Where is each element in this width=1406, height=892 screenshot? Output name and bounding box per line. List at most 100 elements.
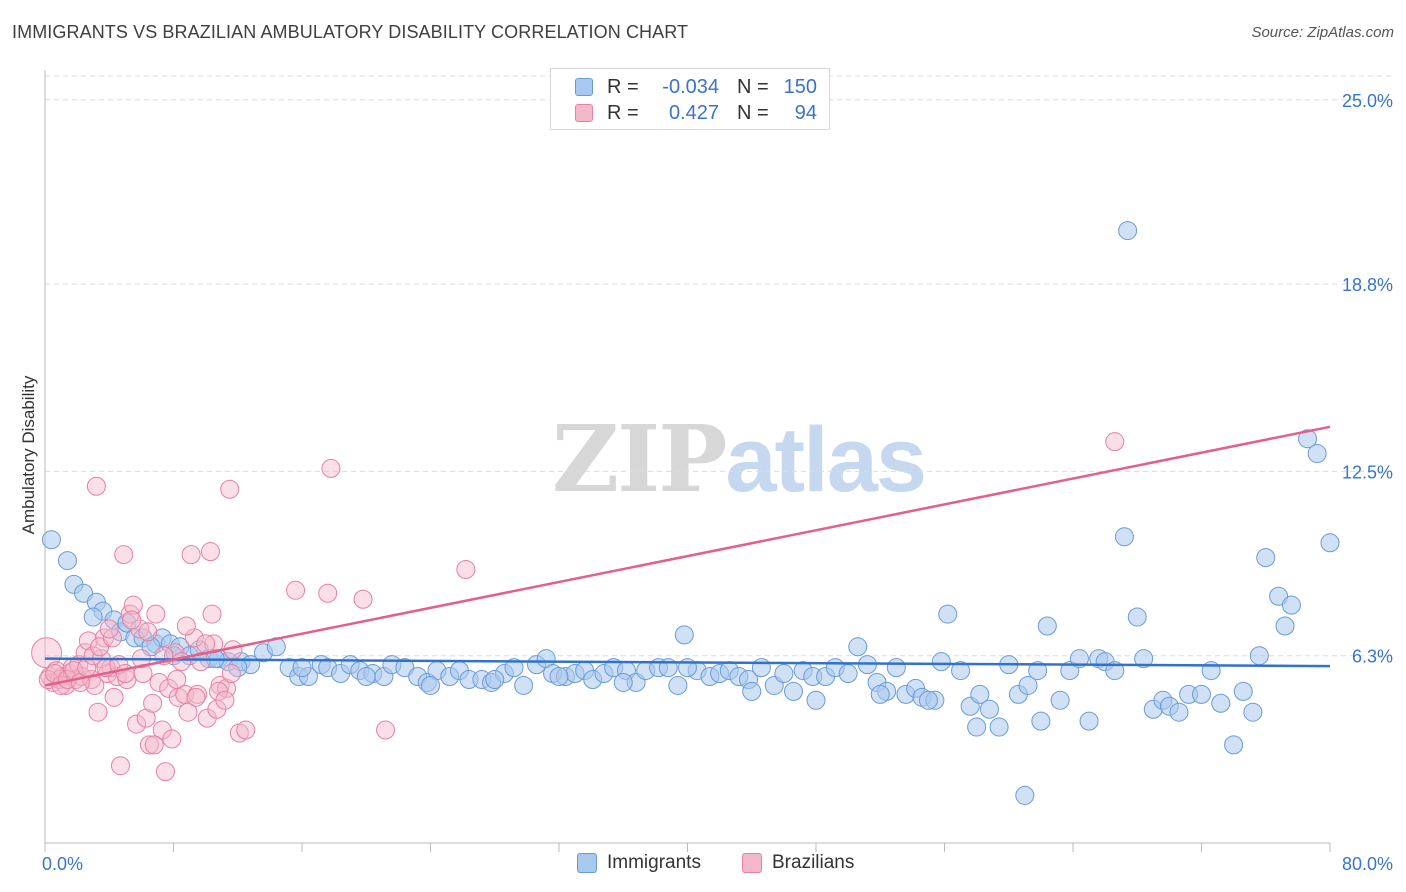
immigrants-point [1233, 681, 1253, 701]
brazilians-point [181, 545, 201, 565]
brazilians-point [162, 729, 182, 749]
watermark-zip: ZIP [552, 405, 727, 513]
immigrants-point [848, 637, 868, 657]
immigrants-point [918, 690, 938, 710]
series-legend: Immigrants Brazilians [0, 852, 1406, 878]
brazilians-point [220, 479, 240, 499]
immigrants-point [549, 667, 569, 687]
brazilians-point [127, 714, 147, 734]
immigrants-point [1224, 735, 1244, 755]
brazilians-point [104, 687, 124, 707]
immigrants-trend-line [44, 657, 1331, 668]
immigrants-point [806, 690, 826, 710]
brazilians-point [114, 545, 134, 565]
y-tick-label: 25.0% [1342, 91, 1393, 111]
watermark-atlas: atlas [725, 409, 927, 511]
immigrants-point [668, 675, 688, 695]
y-tick-label: 12.5% [1342, 462, 1393, 482]
immigrants-point [1118, 221, 1138, 241]
immigrants-point [979, 699, 999, 719]
brazilians-point [155, 762, 175, 782]
immigrants-point [1015, 785, 1035, 805]
immigrants-point [1298, 429, 1318, 449]
legend-n-label: N = [737, 101, 769, 124]
legend-swatch-pink [575, 104, 593, 122]
y-axis-title: Ambulatory Disability [19, 375, 38, 534]
immigrants-point [83, 607, 103, 627]
immigrants-point [1275, 616, 1295, 636]
immigrants-point [1037, 616, 1057, 636]
brazilians-point [167, 669, 187, 689]
brazilians-point [188, 684, 208, 704]
immigrants-point [967, 717, 987, 737]
legend-n-value: 94 [794, 101, 817, 124]
immigrants-points [41, 221, 1340, 805]
brazilians-point [123, 595, 143, 615]
legend-n-label: N = [737, 75, 769, 98]
legend-row-brazilians: R = 0.427 N = 94 [575, 102, 817, 124]
brazilians-point [110, 756, 130, 776]
brazilians-point [139, 735, 159, 755]
immigrants-point [751, 658, 771, 678]
legend-r-value: 0.427 [668, 101, 719, 124]
brazilians-point [1105, 432, 1125, 452]
legend-row-immigrants: R = -0.034 N = 150 [575, 76, 817, 98]
immigrants-point [504, 658, 524, 678]
immigrants-point [57, 551, 77, 571]
brazilians-point [215, 690, 235, 710]
legend-item-immigrants[interactable]: Immigrants [577, 852, 701, 874]
legend-r-value: -0.034 [662, 75, 719, 98]
watermark: ZIPatlas [552, 405, 927, 513]
brazilians-point [99, 619, 119, 639]
legend-r-label: R = [607, 75, 639, 98]
legend-n-value: 150 [783, 75, 817, 98]
immigrants-point [1069, 649, 1089, 669]
source-label: Source: ZipAtlas.com [1251, 24, 1394, 41]
immigrants-point [970, 684, 990, 704]
immigrants-point [1028, 661, 1048, 681]
brazilians-points [31, 432, 1125, 782]
brazilians-point [286, 580, 306, 600]
brazilians-point [144, 735, 164, 755]
immigrants-point [514, 675, 534, 695]
brazilians-point [86, 476, 106, 496]
brazilians-point [191, 652, 211, 672]
immigrants-point [421, 675, 440, 695]
immigrants-point [886, 658, 906, 678]
legend-label-immigrants: Immigrants [607, 852, 701, 873]
immigrants-point [1114, 527, 1134, 547]
brazilians-point [94, 628, 114, 648]
legend-item-brazilians[interactable]: Brazilians [742, 852, 854, 874]
brazilians-point [204, 634, 224, 654]
brazilians-trend-line [44, 425, 1331, 687]
immigrants-point [870, 684, 890, 704]
immigrants-point [1134, 649, 1154, 669]
brazilians-point [456, 559, 476, 579]
brazilians-point [376, 720, 396, 740]
immigrants-point [774, 664, 794, 684]
immigrants-point [938, 604, 958, 624]
immigrants-point [951, 661, 971, 681]
immigrants-point [1211, 693, 1231, 713]
brazilians-point [176, 616, 196, 636]
chart-title: IMMIGRANTS VS BRAZILIAN AMBULATORY DISAB… [12, 22, 689, 42]
immigrants-point [1079, 711, 1099, 731]
brazilians-point [221, 664, 241, 684]
brazilians-point [172, 652, 192, 672]
x-tick-label: 0.0% [42, 854, 83, 874]
immigrants-point [674, 625, 694, 645]
immigrants-point [613, 672, 633, 692]
brazilians-point [143, 693, 163, 713]
brazilians-point [353, 589, 373, 609]
immigrants-point [1256, 548, 1276, 568]
brazilians-point [321, 458, 341, 478]
legend-r-label: R = [607, 101, 639, 124]
immigrants-point [1018, 675, 1038, 695]
immigrants-point [1031, 711, 1051, 731]
axis-labels: 6.3% 12.5% 18.8% 25.0% 0.0% 80.0% Ambulatory D… [19, 91, 1393, 874]
brazilians-point [186, 687, 206, 707]
brazilians-point [78, 631, 98, 651]
immigrants-point [1127, 607, 1147, 627]
immigrants-point [989, 717, 1009, 737]
